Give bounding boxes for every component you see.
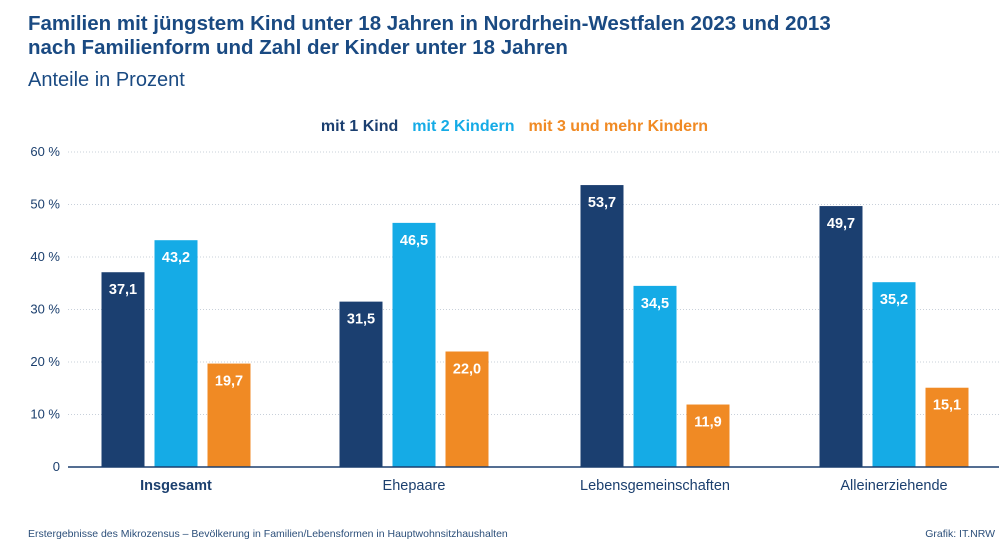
chart-subtitle: Anteile in Prozent [28,69,185,91]
y-tick-label: 0 [53,459,60,474]
bar-0-2 [580,185,624,467]
bar-0-1 [339,301,383,467]
bar-value-label: 34,5 [641,296,669,312]
legend-item-series2: mit 2 Kindern [412,118,515,135]
source-note: Erstergebnisse des Mikrozensus – Bevölke… [28,528,508,540]
bar-value-label: 31,5 [347,312,375,328]
graphic-credit: Grafik: IT.NRW [925,528,995,540]
bar-0-0 [101,272,145,467]
chart-legend: mit 1 Kind mit 2 Kindern mit 3 und mehr … [0,118,999,136]
bar-value-label: 37,1 [109,282,137,298]
bar-value-label: 46,5 [400,233,428,249]
y-tick-label: 50 % [30,197,60,212]
x-category-label: Lebensgemeinschaften [580,478,730,494]
bar-value-label: 15,1 [933,398,961,414]
chart-title: Familien mit jüngstem Kind unter 18 Jahr… [28,12,831,60]
y-tick-label: 30 % [30,302,60,317]
bar-2-3 [925,387,969,467]
bar-1-3 [872,282,916,467]
bar-value-label: 49,7 [827,216,855,232]
bar-value-label: 43,2 [162,250,190,266]
bar-2-1 [445,351,489,467]
bar-1-1 [392,222,436,467]
y-tick-label: 20 % [30,354,60,369]
bar-0-3 [819,206,863,467]
x-category-label: Insgesamt [140,478,212,494]
bar-1-2 [633,285,677,467]
bar-value-label: 11,9 [694,415,721,431]
y-tick-label: 10 % [30,407,60,422]
legend-item-series3: mit 3 und mehr Kindern [528,118,709,135]
chart-title-line2: nach Familienform und Zahl der Kinder un… [28,36,568,59]
bar-value-label: 22,0 [453,362,481,378]
y-tick-label: 40 % [30,249,60,264]
chart-title-line1: Familien mit jüngstem Kind unter 18 Jahr… [28,12,831,35]
bar-1-0 [154,240,198,467]
y-tick-label: 60 % [30,144,60,159]
x-category-label: Ehepaare [383,478,446,494]
bar-2-2 [686,404,730,467]
bar-value-label: 19,7 [215,374,243,390]
x-category-label: Alleinerziehende [840,478,947,494]
bar-value-label: 35,2 [880,292,908,308]
bar-2-0 [207,363,251,467]
legend-item-series1: mit 1 Kind [320,118,399,135]
bar-value-label: 53,7 [588,195,616,211]
